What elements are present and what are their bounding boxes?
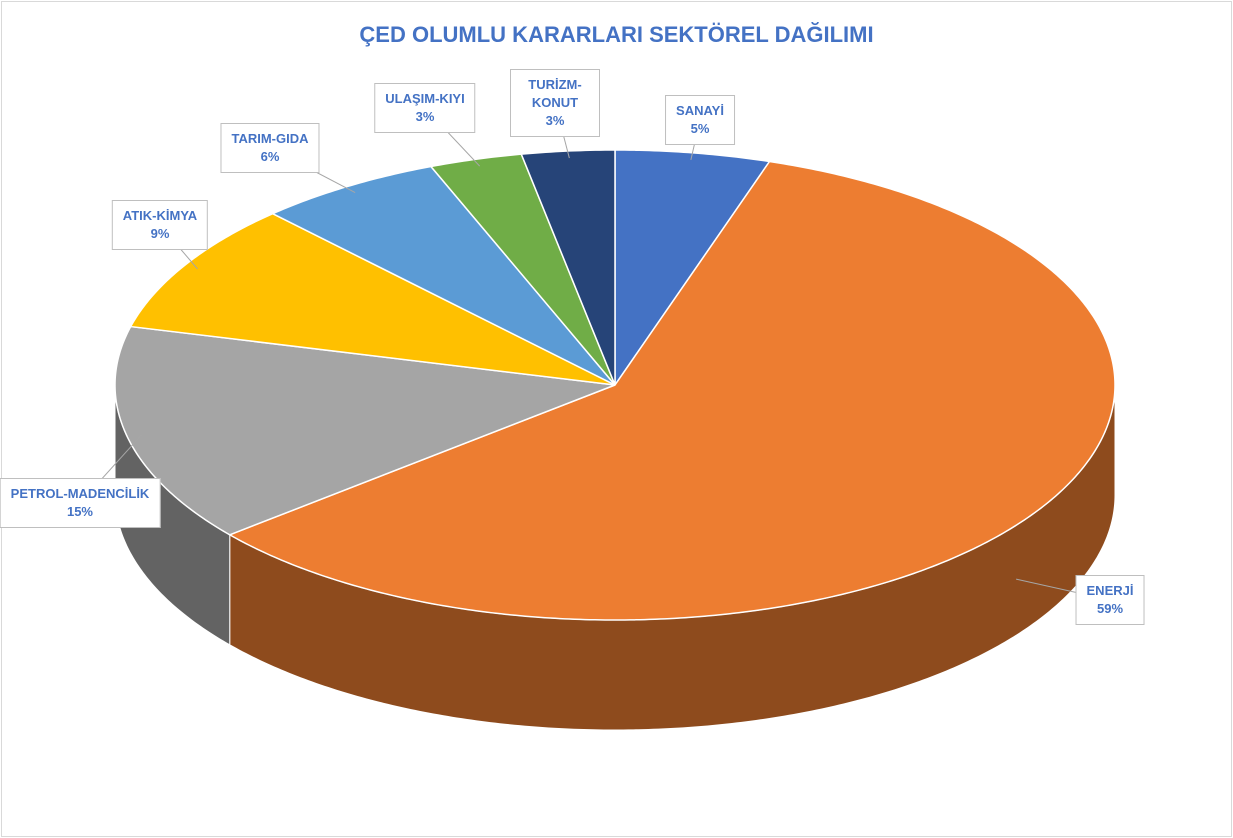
label-category: TARIM-GIDA <box>231 131 309 146</box>
label-category: ULAŞIM-KIYI <box>385 91 465 106</box>
data-label: TARIM-GIDA 6% <box>220 123 320 173</box>
label-value: 5% <box>690 121 710 136</box>
data-label: TURİZM-KONUT 3% <box>510 69 600 137</box>
label-category: SANAYİ <box>676 103 724 118</box>
slice <box>114 325 616 536</box>
data-label: ENERJİ 59% <box>1075 575 1145 625</box>
label-category: ATIK-KİMYA <box>122 208 198 223</box>
slice <box>429 153 616 386</box>
slice <box>270 165 616 386</box>
label-category: PETROL-MADENCİLİK <box>10 486 150 501</box>
label-value: 9% <box>150 226 170 241</box>
data-label: ULAŞIM-KIYI 3% <box>374 83 476 133</box>
slice <box>614 149 771 388</box>
label-value: 3% <box>415 109 435 124</box>
slice <box>129 212 616 386</box>
data-label: ATIK-KİMYA 9% <box>111 200 209 250</box>
chart-title: ÇED OLUMLU KARARLARI SEKTÖREL DAĞILIMI <box>359 22 874 47</box>
label-value: 59% <box>1096 601 1124 616</box>
label-value: 15% <box>66 504 94 519</box>
label-value: 3% <box>545 113 565 128</box>
data-label: SANAYİ 5% <box>665 95 735 145</box>
label-category: TURİZM-KONUT <box>528 77 582 110</box>
data-label: PETROL-MADENCİLİK 15% <box>0 478 161 528</box>
slice <box>227 160 1116 621</box>
label-value: 6% <box>260 149 280 164</box>
label-category: ENERJİ <box>1086 583 1134 598</box>
